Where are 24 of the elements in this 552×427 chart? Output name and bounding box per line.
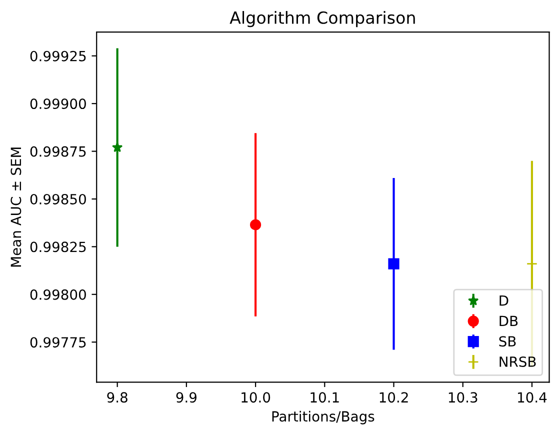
point	[388, 258, 400, 270]
x-tick-label: 10.2	[380, 392, 408, 403]
legend-label: NRSB	[500, 356, 536, 367]
x-tick-label: 10.3	[448, 392, 478, 403]
y-tick-label: 0.99800	[30, 289, 86, 300]
legend-label: DB	[500, 316, 518, 326]
x-tick-label: 9.9	[176, 392, 197, 403]
y-tick-label: 0.99850	[30, 194, 86, 204]
y-tick-label: 0.99825	[30, 242, 86, 252]
x-tick-label: 10.4	[518, 392, 547, 403]
legend-label: SB	[499, 336, 516, 347]
y-tick-label: 0.99925	[30, 50, 86, 62]
y-tick-label: 0.99875	[30, 146, 86, 157]
x-tick-label: 10.1	[310, 392, 339, 403]
x-tick-label: 9.8	[107, 392, 128, 403]
x-axis-title: Partitions/Bags	[272, 410, 374, 424]
point	[250, 219, 262, 230]
x-tick-label: 10.0	[242, 392, 270, 403]
y-tick-label: 0.99900	[30, 98, 86, 110]
chart-title: Algorithm Comparison	[230, 11, 415, 28]
y-axis-title: Mean AUC ± SEM	[10, 148, 22, 267]
y-tick-label: 0.99775	[30, 337, 86, 348]
point	[112, 142, 123, 152]
legend-label: D	[500, 295, 508, 306]
